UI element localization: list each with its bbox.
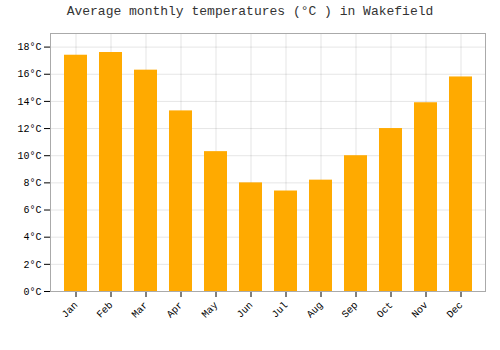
svg-text:Jun: Jun [235,300,256,321]
svg-text:12°C: 12°C [17,124,41,135]
svg-text:Sep: Sep [340,300,361,321]
svg-text:14°C: 14°C [17,97,41,108]
html-text:Average monthly temperatures (: Average monthly temperatures (°C ) in Wa… [66,4,434,19]
svg-text:Aug: Aug [305,300,326,321]
svg-text:Feb: Feb [95,300,116,321]
svg-text:Oct: Oct [375,300,396,321]
svg-text:10°C: 10°C [17,151,41,162]
svg-text:Jul: Jul [270,300,291,321]
svg-text:Dec: Dec [445,300,466,321]
svg-text:8°C: 8°C [23,178,41,189]
svg-text:Apr: Apr [165,300,186,321]
svg-text:0°C: 0°C [23,287,41,298]
svg-text:2°C: 2°C [23,260,41,271]
svg-text:6°C: 6°C [23,205,41,216]
svg-text:16°C: 16°C [17,69,41,80]
svg-text:Jan: Jan [60,300,81,321]
svg-text:Mar: Mar [130,300,151,321]
svg-text:Nov: Nov [410,300,431,321]
svg-text:May: May [200,300,221,321]
svg-text:4°C: 4°C [23,232,41,243]
svg-text:18°C: 18°C [17,42,41,53]
